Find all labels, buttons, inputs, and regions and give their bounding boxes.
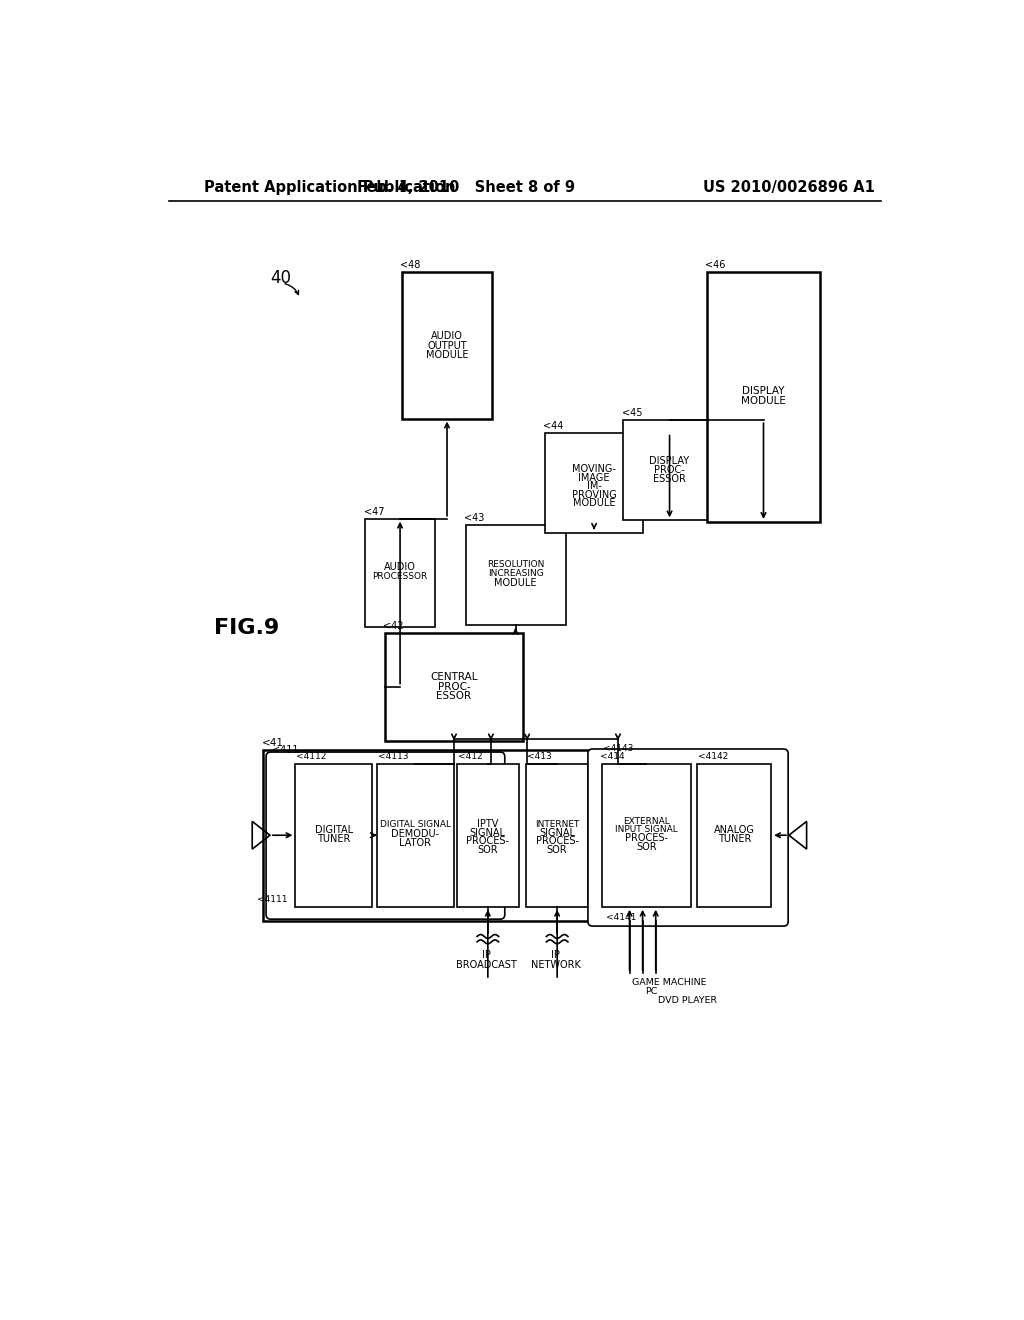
Text: SIGNAL: SIGNAL	[470, 828, 506, 838]
Text: MODULE: MODULE	[741, 396, 786, 407]
Text: DIGITAL: DIGITAL	[314, 825, 353, 834]
Text: EXTERNAL: EXTERNAL	[623, 817, 670, 826]
Text: PROCES-: PROCES-	[466, 837, 509, 846]
Text: <44: <44	[544, 421, 563, 430]
Text: DIGITAL SIGNAL: DIGITAL SIGNAL	[380, 820, 451, 829]
Text: DISPLAY: DISPLAY	[742, 385, 784, 396]
Text: <4143: <4143	[602, 743, 633, 752]
Text: <4112: <4112	[296, 752, 327, 762]
Text: ANALOG: ANALOG	[714, 825, 755, 834]
Text: <47: <47	[364, 507, 384, 517]
Text: INPUT SIGNAL: INPUT SIGNAL	[615, 825, 678, 834]
Text: <4111: <4111	[257, 895, 288, 904]
Text: INCREASING: INCREASING	[487, 569, 544, 578]
Text: DEMODU-: DEMODU-	[391, 829, 439, 838]
Text: PROCES-: PROCES-	[625, 833, 668, 843]
Text: DVD PLAYER: DVD PLAYER	[658, 997, 717, 1006]
Text: MODULE: MODULE	[572, 499, 615, 508]
Text: LATOR: LATOR	[399, 838, 431, 847]
Text: <4142: <4142	[698, 752, 728, 762]
Text: <41: <41	[261, 738, 284, 748]
Bar	[385, 632, 523, 741]
Bar	[707, 272, 820, 521]
Bar	[457, 763, 518, 907]
Text: ESSOR: ESSOR	[436, 690, 471, 701]
Text: BROADCAST: BROADCAST	[456, 960, 517, 970]
Bar	[377, 763, 454, 907]
Text: SOR: SOR	[547, 845, 567, 855]
Text: RESOLUTION: RESOLUTION	[486, 560, 544, 569]
Text: PC: PC	[645, 987, 657, 997]
Text: <48: <48	[400, 260, 421, 271]
Text: <46: <46	[705, 260, 725, 271]
Text: IM-: IM-	[587, 482, 601, 491]
Text: <4141: <4141	[605, 913, 636, 923]
Text: NETWORK: NETWORK	[530, 960, 581, 970]
Bar	[263, 750, 785, 921]
Text: SOR: SOR	[636, 842, 656, 851]
Text: IP: IP	[482, 950, 490, 961]
Text: Patent Application Publication: Patent Application Publication	[204, 180, 456, 195]
Text: US 2010/0026896 A1: US 2010/0026896 A1	[702, 180, 874, 195]
Bar	[401, 272, 493, 418]
Text: AUDIO: AUDIO	[431, 331, 463, 342]
Bar	[466, 525, 565, 626]
Text: GAME MACHINE: GAME MACHINE	[632, 978, 707, 987]
Text: ESSOR: ESSOR	[653, 474, 686, 484]
Text: FIG.9: FIG.9	[214, 618, 279, 638]
Text: 40: 40	[270, 269, 292, 286]
Text: <413: <413	[527, 752, 552, 762]
Text: MODULE: MODULE	[426, 350, 468, 360]
Text: IP: IP	[551, 950, 560, 961]
Bar	[295, 763, 373, 907]
Text: PROVING: PROVING	[571, 490, 616, 500]
Bar	[526, 763, 588, 907]
Text: Feb. 4, 2010   Sheet 8 of 9: Feb. 4, 2010 Sheet 8 of 9	[356, 180, 574, 195]
Text: SOR: SOR	[477, 845, 498, 855]
Text: <43: <43	[464, 513, 484, 523]
FancyBboxPatch shape	[266, 752, 505, 919]
Text: MODULE: MODULE	[495, 578, 537, 587]
Text: <4113: <4113	[378, 752, 409, 762]
Text: IMAGE: IMAGE	[579, 473, 610, 483]
Text: IPTV: IPTV	[477, 820, 499, 829]
Text: CENTRAL: CENTRAL	[430, 672, 478, 682]
Text: MOVING-: MOVING-	[572, 465, 616, 474]
Bar	[545, 433, 643, 533]
Text: TUNER: TUNER	[718, 834, 751, 843]
Bar	[697, 763, 771, 907]
Text: <42: <42	[383, 620, 403, 631]
Text: <45: <45	[622, 408, 642, 418]
Text: PROC-: PROC-	[437, 681, 470, 692]
Text: SIGNAL: SIGNAL	[540, 828, 575, 838]
Bar	[624, 420, 716, 520]
Text: <412: <412	[458, 752, 482, 762]
Bar	[602, 763, 691, 907]
Text: PROCES-: PROCES-	[536, 837, 579, 846]
Bar	[366, 519, 435, 627]
Text: PROCESSOR: PROCESSOR	[373, 572, 428, 581]
Text: <414: <414	[600, 752, 625, 762]
Text: OUTPUT: OUTPUT	[427, 341, 467, 351]
Text: PROC-: PROC-	[654, 465, 685, 475]
Text: DISPLAY: DISPLAY	[649, 455, 689, 466]
Text: <411: <411	[272, 744, 299, 755]
Text: INTERNET: INTERNET	[535, 820, 580, 829]
Text: AUDIO: AUDIO	[384, 561, 416, 572]
Text: TUNER: TUNER	[317, 834, 350, 843]
FancyBboxPatch shape	[588, 748, 788, 927]
